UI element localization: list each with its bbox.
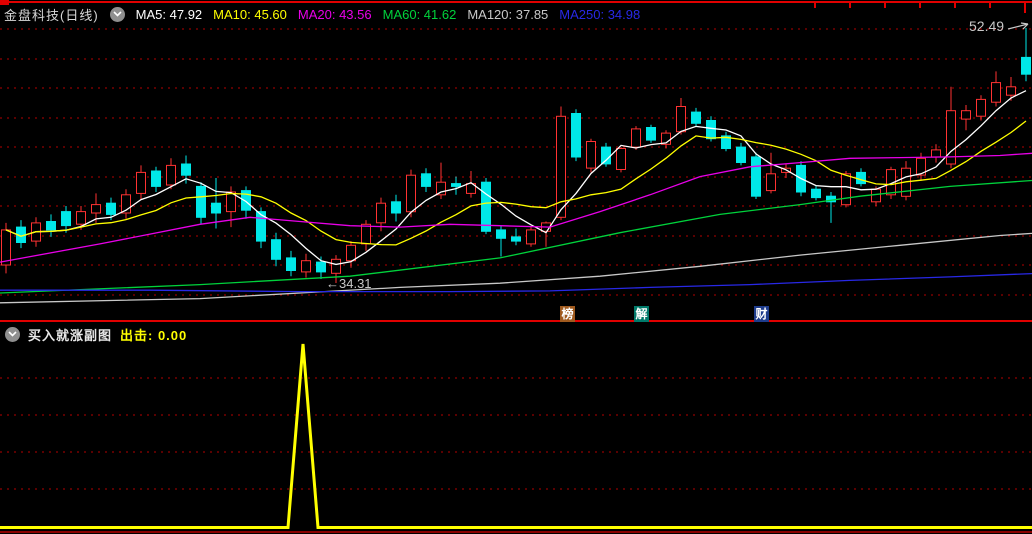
ma5-label: MA5: 47.92	[135, 6, 203, 22]
ma120-label: MA120: 37.85	[467, 6, 549, 22]
watermark-badge-1: 榜	[560, 306, 575, 322]
chevron-down-icon[interactable]	[109, 6, 125, 22]
main-chart-header: 金盘科技(日线) MA5: 47.92 MA10: 45.60 MA20: 43…	[4, 5, 640, 23]
ma60-label: MA60: 41.62	[382, 6, 457, 22]
chevron-down-icon[interactable]	[5, 326, 20, 342]
low-price-label: ←34.31	[326, 276, 372, 291]
watermark-badge-2: 解	[634, 306, 649, 322]
high-price-value: 52.49	[969, 18, 1005, 34]
ma20-label: MA20: 43.56	[297, 6, 372, 22]
indicator-header: 买入就涨副图 出击: 0.00	[5, 325, 187, 343]
watermark-badge-3: 财	[754, 306, 769, 322]
indicator-signal-value: 出击: 0.00	[120, 327, 188, 343]
arrow-right-icon	[1007, 22, 1029, 30]
stock-title: 金盘科技(日线)	[4, 7, 99, 23]
ma250-label: MA250: 34.98	[559, 6, 641, 22]
ma10-label: MA10: 45.60	[213, 6, 287, 22]
indicator-title: 买入就涨副图	[28, 327, 113, 343]
high-price-label: 52.49	[969, 18, 1032, 34]
